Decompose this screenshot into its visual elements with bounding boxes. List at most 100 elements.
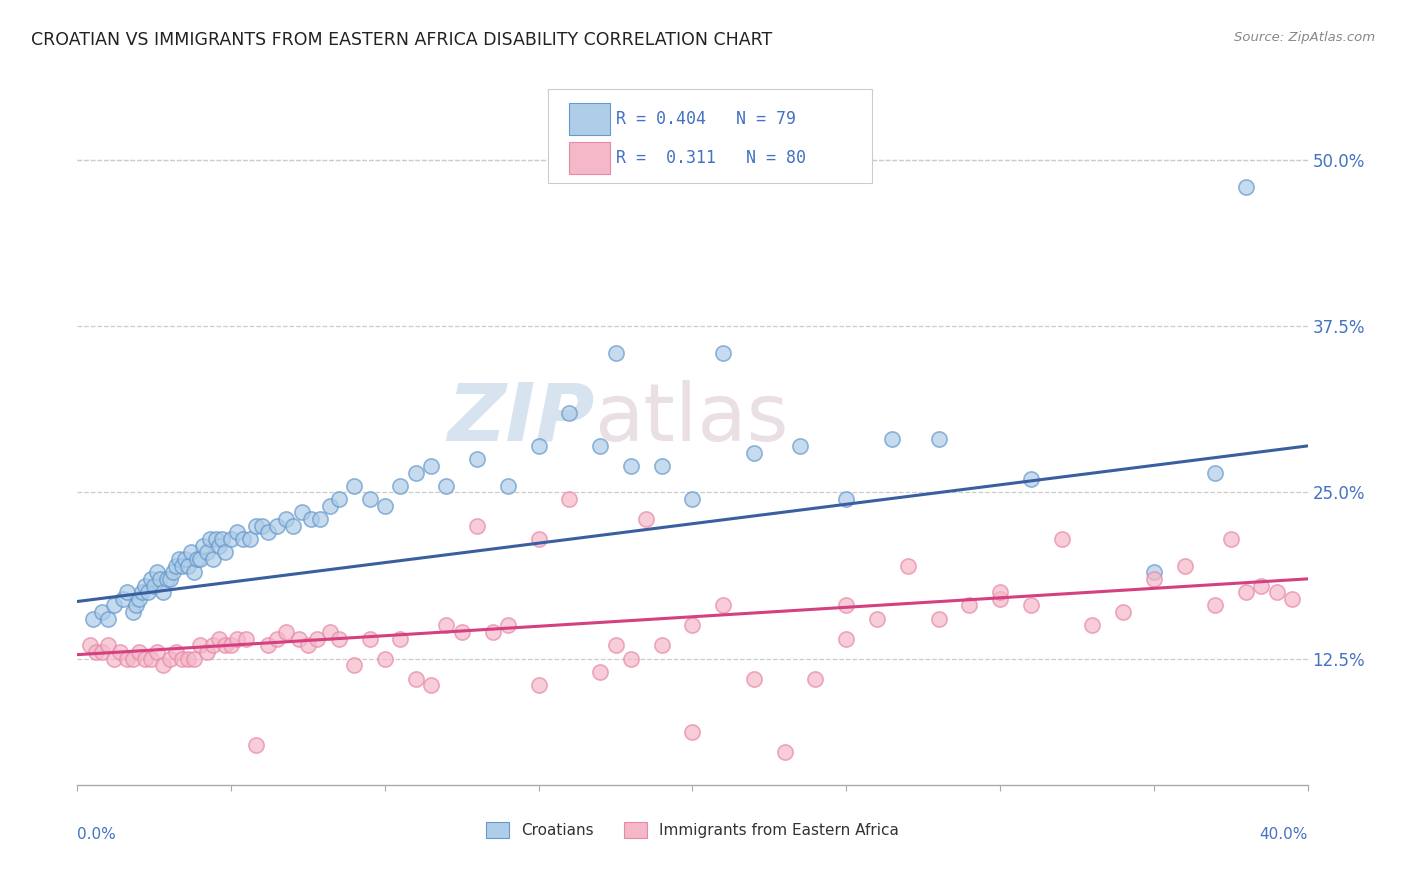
Point bbox=[558, 406, 581, 420]
Point bbox=[195, 545, 218, 559]
Point bbox=[405, 672, 427, 686]
Point bbox=[115, 585, 138, 599]
Point bbox=[682, 492, 704, 507]
Point bbox=[165, 645, 187, 659]
Point bbox=[193, 539, 215, 553]
Point bbox=[214, 545, 236, 559]
Point bbox=[201, 552, 224, 566]
Point bbox=[1174, 558, 1197, 573]
Point bbox=[1143, 566, 1166, 580]
Point bbox=[527, 532, 550, 546]
Point bbox=[605, 346, 627, 360]
Point bbox=[235, 632, 257, 646]
Point bbox=[589, 439, 612, 453]
Point bbox=[359, 632, 381, 646]
Point bbox=[131, 585, 153, 599]
Point bbox=[141, 651, 163, 665]
Point bbox=[170, 558, 193, 573]
Point bbox=[328, 492, 350, 507]
Text: R = 0.404   N = 79: R = 0.404 N = 79 bbox=[616, 110, 796, 128]
Point bbox=[318, 625, 340, 640]
Point bbox=[804, 672, 827, 686]
Point bbox=[152, 585, 174, 599]
Point bbox=[988, 585, 1011, 599]
Point bbox=[773, 745, 796, 759]
Point bbox=[183, 651, 205, 665]
Point bbox=[159, 572, 181, 586]
Point bbox=[620, 458, 643, 473]
Point bbox=[436, 479, 458, 493]
Point bbox=[152, 658, 174, 673]
Point bbox=[103, 651, 125, 665]
Point bbox=[928, 612, 950, 626]
Point bbox=[1234, 179, 1257, 194]
Point bbox=[121, 605, 143, 619]
Point bbox=[343, 479, 366, 493]
Point bbox=[651, 458, 673, 473]
Point bbox=[1050, 532, 1073, 546]
Point bbox=[742, 445, 765, 459]
Point bbox=[211, 532, 233, 546]
Point bbox=[359, 492, 381, 507]
Point bbox=[170, 651, 193, 665]
Point bbox=[420, 458, 443, 473]
Point bbox=[214, 638, 236, 652]
Point bbox=[1219, 532, 1241, 546]
Point bbox=[988, 591, 1011, 606]
Point bbox=[239, 532, 262, 546]
Point bbox=[309, 512, 332, 526]
Point bbox=[128, 645, 150, 659]
Point bbox=[682, 618, 704, 632]
Point bbox=[374, 499, 396, 513]
Point bbox=[1204, 599, 1226, 613]
Text: R =  0.311   N = 80: R = 0.311 N = 80 bbox=[616, 149, 806, 167]
Point bbox=[496, 618, 519, 632]
Point bbox=[149, 572, 172, 586]
Point bbox=[651, 638, 673, 652]
Point bbox=[297, 638, 319, 652]
Point bbox=[1234, 585, 1257, 599]
Point bbox=[188, 638, 212, 652]
Point bbox=[128, 591, 150, 606]
Point bbox=[527, 678, 550, 692]
Point bbox=[266, 632, 288, 646]
Point bbox=[180, 545, 202, 559]
Point bbox=[1019, 472, 1042, 486]
Point bbox=[177, 651, 200, 665]
Point bbox=[165, 558, 187, 573]
Point bbox=[82, 612, 104, 626]
Point bbox=[1112, 605, 1135, 619]
Point bbox=[527, 439, 550, 453]
Point bbox=[159, 651, 181, 665]
Point bbox=[307, 632, 329, 646]
Point bbox=[177, 558, 200, 573]
Point bbox=[226, 525, 249, 540]
Point bbox=[928, 432, 950, 446]
Text: Source: ZipAtlas.com: Source: ZipAtlas.com bbox=[1234, 31, 1375, 45]
Point bbox=[374, 651, 396, 665]
Point bbox=[465, 452, 488, 467]
Point bbox=[143, 578, 166, 592]
Point bbox=[188, 552, 212, 566]
Point bbox=[465, 518, 488, 533]
Point bbox=[1281, 591, 1303, 606]
Point bbox=[835, 599, 858, 613]
Point bbox=[389, 632, 412, 646]
Point bbox=[450, 625, 472, 640]
Point bbox=[183, 566, 205, 580]
Text: atlas: atlas bbox=[595, 379, 789, 458]
Point bbox=[186, 552, 208, 566]
Point bbox=[84, 645, 107, 659]
Point bbox=[558, 492, 581, 507]
Point bbox=[134, 651, 156, 665]
Point bbox=[174, 552, 197, 566]
Point bbox=[789, 439, 811, 453]
Point bbox=[605, 638, 627, 652]
Point bbox=[620, 651, 643, 665]
Point bbox=[257, 525, 280, 540]
Point bbox=[257, 638, 280, 652]
Point bbox=[195, 645, 218, 659]
Point bbox=[226, 632, 249, 646]
Point bbox=[882, 432, 904, 446]
Point bbox=[318, 499, 340, 513]
